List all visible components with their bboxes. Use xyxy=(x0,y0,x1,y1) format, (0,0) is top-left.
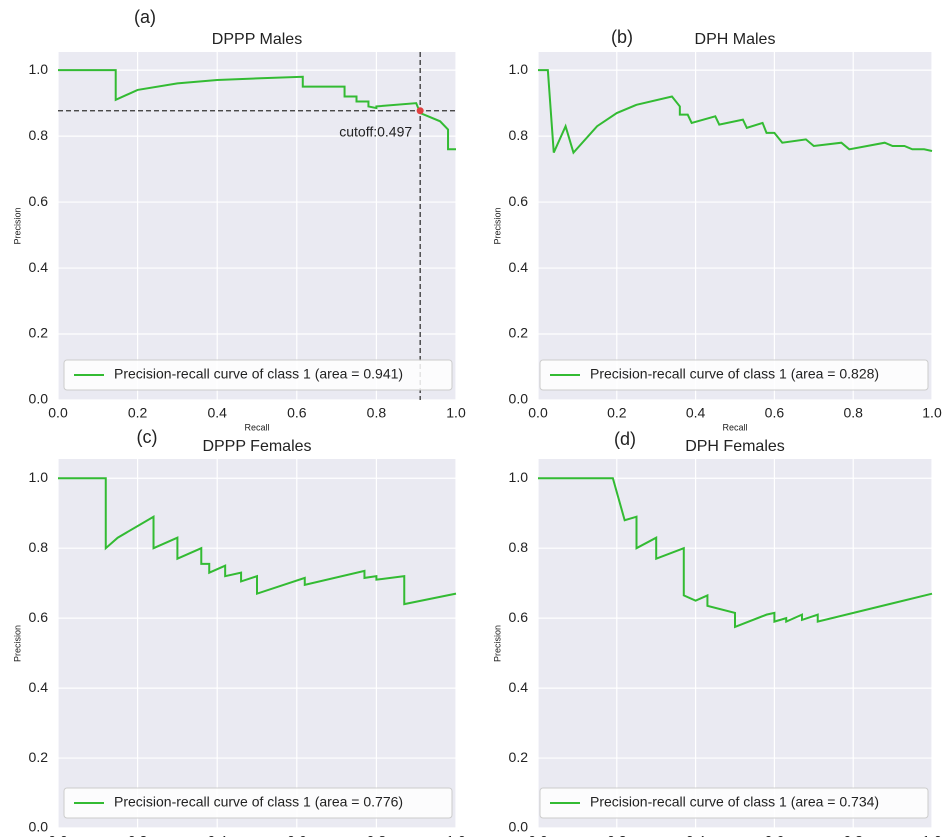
x-tick-label: 0.0 xyxy=(48,405,68,421)
x-tick-label: 0.2 xyxy=(607,405,627,421)
y-tick-label: 0.0 xyxy=(29,819,49,835)
x-tick-label: 0.6 xyxy=(287,833,307,837)
y-tick-label: 1.0 xyxy=(29,469,49,485)
plot-area xyxy=(538,52,932,400)
legend-text: Precision-recall curve of class 1 (area … xyxy=(114,794,403,810)
x-tick-label: 0.6 xyxy=(765,833,785,837)
x-tick-label: 0.2 xyxy=(128,405,148,421)
y-tick-label: 0.6 xyxy=(29,609,49,625)
y-tick-label: 0.0 xyxy=(29,391,49,407)
legend-text: Precision-recall curve of class 1 (area … xyxy=(114,366,403,382)
y-tick-label: 0.0 xyxy=(509,391,529,407)
x-tick-label: 0.0 xyxy=(48,833,68,837)
legend-box xyxy=(63,787,453,819)
plot-area xyxy=(58,52,456,400)
x-tick-label: 0.4 xyxy=(207,405,227,421)
legend-box xyxy=(539,787,929,819)
plot-area xyxy=(538,459,932,828)
y-tick-label: 0.6 xyxy=(509,609,529,625)
pr-curve xyxy=(538,69,933,155)
y-tick-label: 0.8 xyxy=(29,539,49,555)
y-tick-label: 0.2 xyxy=(29,749,49,765)
y-tick-label: 0.6 xyxy=(29,193,49,209)
x-tick-label: 0.0 xyxy=(528,833,548,837)
x-tick-label: 0.4 xyxy=(686,833,706,837)
y-tick-label: 0.4 xyxy=(29,259,49,275)
x-tick-label: 1.0 xyxy=(446,405,466,421)
x-tick-label: 0.2 xyxy=(128,833,148,837)
legend-text: Precision-recall curve of class 1 (area … xyxy=(590,366,879,382)
panel-label: (c) xyxy=(137,427,158,447)
legend-box xyxy=(63,359,453,391)
x-tick-label: 0.8 xyxy=(843,833,863,837)
x-tick-label: 0.2 xyxy=(607,833,627,837)
y-tick-label: 1.0 xyxy=(29,61,49,77)
pr-curve xyxy=(58,69,456,151)
panel-label: (b) xyxy=(611,27,633,47)
panel-label: (d) xyxy=(614,429,636,449)
chart-title: DPH Females xyxy=(685,438,785,455)
y-axis-label: Precision xyxy=(492,625,502,662)
plot-area xyxy=(58,459,456,828)
chart-title: DPPP Males xyxy=(212,31,302,48)
cutoff-label: cutoff:0.497 xyxy=(339,123,412,139)
y-tick-label: 0.6 xyxy=(509,193,529,209)
x-tick-label: 0.4 xyxy=(207,833,227,837)
x-tick-label: 0.8 xyxy=(843,405,863,421)
x-tick-label: 0.0 xyxy=(528,405,548,421)
x-tick-label: 1.0 xyxy=(922,405,942,421)
cutoff-point xyxy=(416,107,424,115)
chart-title: DPH Males xyxy=(695,31,776,48)
y-tick-label: 0.2 xyxy=(509,749,529,765)
y-axis-label: Precision xyxy=(12,625,22,662)
y-tick-label: 0.8 xyxy=(509,539,529,555)
y-tick-label: 1.0 xyxy=(509,469,529,485)
y-tick-label: 0.2 xyxy=(29,325,49,341)
x-tick-label: 0.6 xyxy=(287,405,307,421)
y-axis-label: Precision xyxy=(12,207,22,244)
y-tick-label: 0.2 xyxy=(509,325,529,341)
x-axis-label: Recall xyxy=(244,422,269,432)
y-tick-label: 0.4 xyxy=(509,259,529,275)
chart-title: DPPP Females xyxy=(202,438,311,455)
y-tick-label: 0.4 xyxy=(29,679,49,695)
pr-curve xyxy=(58,477,457,606)
x-tick-label: 0.6 xyxy=(765,405,785,421)
x-tick-label: 0.4 xyxy=(686,405,706,421)
y-tick-label: 0.8 xyxy=(29,127,49,143)
x-tick-label: 0.8 xyxy=(367,405,387,421)
x-tick-label: 1.0 xyxy=(446,833,466,837)
y-tick-label: 0.0 xyxy=(509,819,529,835)
y-tick-label: 0.4 xyxy=(509,679,529,695)
x-tick-label: 1.0 xyxy=(922,833,942,837)
panel-label: (a) xyxy=(134,7,156,27)
y-axis-label: Precision xyxy=(492,207,502,244)
legend-text: Precision-recall curve of class 1 (area … xyxy=(590,794,879,810)
x-tick-label: 0.8 xyxy=(367,833,387,837)
x-axis-label: Recall xyxy=(722,422,747,432)
y-tick-label: 0.8 xyxy=(509,127,529,143)
y-tick-label: 1.0 xyxy=(509,61,529,77)
pr-curve xyxy=(538,477,933,629)
legend-box xyxy=(539,359,929,391)
